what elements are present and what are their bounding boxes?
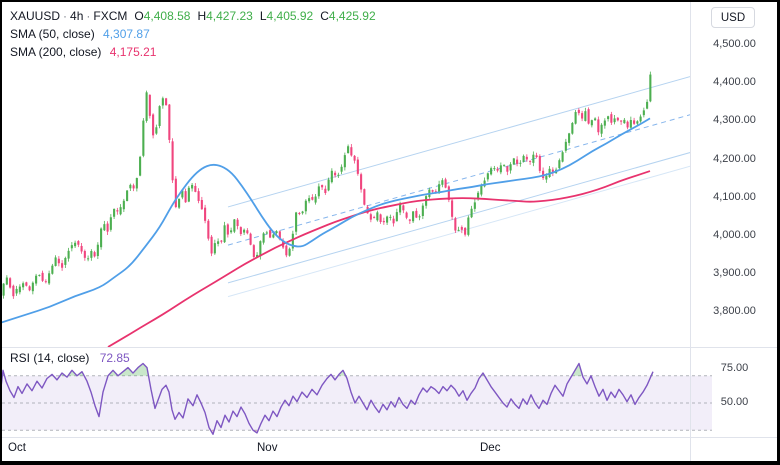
sma50-label: SMA (50, close) xyxy=(10,27,95,41)
time-tick-label: Nov xyxy=(257,442,278,454)
price-tick-label: 3,800.00 xyxy=(713,305,756,318)
symbol-title: XAUUSD xyxy=(10,9,61,23)
rsi-tick-label: 75.00 xyxy=(720,361,749,374)
ohlc-high: H4,427.23 xyxy=(197,9,253,23)
price-tick-label: 4,300.00 xyxy=(713,114,756,127)
chart-legend: XAUUSD · 4h · FXCM O4,408.58 H4,427.23 L4,405.9… xyxy=(10,7,376,61)
rsi-tick-label: 50.00 xyxy=(720,395,749,408)
open-value: 4,408.58 xyxy=(143,9,191,23)
sma200-legend-row[interactable]: SMA (200, close) 4,175.21 xyxy=(10,43,376,61)
separator: · xyxy=(63,9,68,23)
rsi-label: RSI (14, close) xyxy=(10,351,90,365)
interval-label: 4h xyxy=(70,9,84,23)
price-tick-label: 4,400.00 xyxy=(713,76,756,89)
price-axis[interactable]: USD 4,500.00 4,400.00 4,300.00 4,200.00 4,10… xyxy=(692,2,777,437)
price-tick-label: 3,900.00 xyxy=(713,267,756,280)
separator: · xyxy=(86,9,91,23)
ohlc-low: L4,405.92 xyxy=(259,9,314,23)
time-tick-label: Oct xyxy=(8,442,26,454)
symbol-legend-row[interactable]: XAUUSD · 4h · FXCM O4,408.58 H4,427.23 L4,405.9… xyxy=(10,7,376,25)
time-axis[interactable]: Oct Nov Dec xyxy=(2,438,777,461)
sma50-value: 4,307.87 xyxy=(103,27,150,41)
ohlc-close: C4,425.92 xyxy=(320,9,376,23)
price-tick-label: 4,500.00 xyxy=(713,38,756,51)
exchange-label: FXCM xyxy=(93,9,128,23)
price-tick-label: 4,200.00 xyxy=(713,152,756,165)
currency-button[interactable]: USD xyxy=(711,7,755,28)
sma200-value: 4,175.21 xyxy=(109,45,157,59)
price-tick-label: 4,100.00 xyxy=(713,190,756,203)
sma50-legend-row[interactable]: SMA (50, close) 4,307.87 xyxy=(10,25,376,43)
sma200-label: SMA (200, close) xyxy=(10,45,102,59)
high-value: 4,427.23 xyxy=(206,9,253,23)
rsi-value: 72.85 xyxy=(99,351,130,365)
low-value: 4,405.92 xyxy=(266,9,314,23)
time-tick-label: Dec xyxy=(480,442,501,454)
price-tick-label: 4,000.00 xyxy=(713,228,756,241)
ohlc-open: O4,408.58 xyxy=(134,9,191,23)
close-value: 4,425.92 xyxy=(328,9,376,23)
rsi-legend-row[interactable]: RSI (14, close) 72.85 xyxy=(10,351,130,365)
